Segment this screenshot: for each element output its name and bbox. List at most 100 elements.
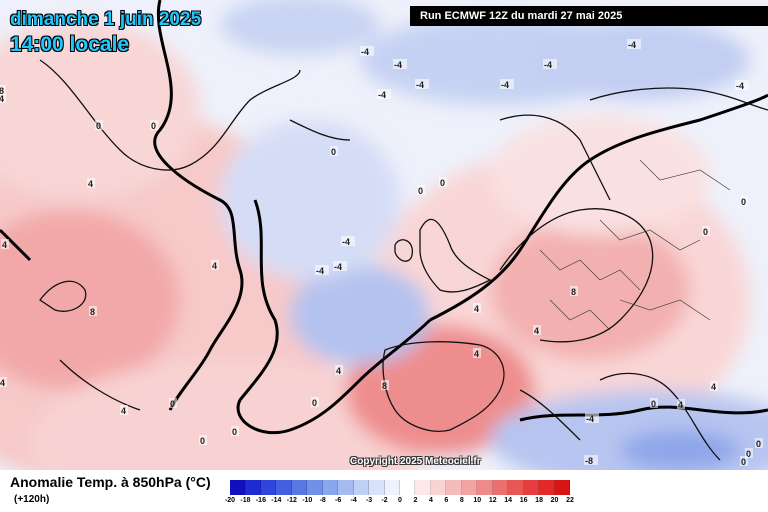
scale-tick-label: -10 (302, 497, 313, 504)
contour-label-bg (650, 398, 658, 408)
color-swatch (415, 480, 431, 495)
contour-label-bg (311, 397, 319, 407)
contour-label: 4 (474, 349, 479, 359)
contour-label: -4 (416, 80, 424, 90)
scale-tick-label: 16 (519, 497, 528, 504)
color-swatch (446, 480, 462, 495)
contour-label-bg (627, 39, 641, 49)
contour-label: 0 (331, 147, 336, 157)
scale-tick-label: 8 (459, 497, 464, 504)
contour-label: -8 (585, 456, 593, 466)
color-swatch (539, 480, 555, 495)
color-swatch (384, 480, 400, 495)
contour-label-bg (0, 93, 6, 103)
scale-tick-label: -3 (365, 497, 373, 504)
contour-label: 0 (151, 121, 156, 131)
scale-tick-label: -14 (271, 497, 282, 504)
color-swatch (230, 480, 246, 495)
contour-label: 0 (703, 227, 708, 237)
color-swatch (260, 480, 277, 495)
scale-tick-label: 10 (473, 497, 482, 504)
contour-label: 0 (418, 186, 423, 196)
contour-label: -4 (316, 266, 324, 276)
color-swatch (523, 480, 540, 495)
borders (539, 159, 731, 331)
contour-label-bg (585, 413, 599, 423)
scale-tick-label: 0 (398, 497, 402, 504)
contour-label: 0 (741, 197, 746, 207)
contour-label-bg (710, 381, 718, 391)
scale-tick-label: -20 (224, 497, 236, 504)
contour-label: 0 (756, 439, 761, 449)
contour-label-bg (702, 226, 710, 236)
color-swatch (245, 480, 261, 495)
contour-label: 4 (2, 240, 7, 250)
contour-label-bg (330, 146, 338, 156)
contour-label-bg (211, 260, 219, 270)
contour-label-bg (500, 79, 514, 89)
scale-tick-label: -6 (335, 497, 342, 504)
scale-tick-label: 14 (504, 497, 513, 504)
contour-label: 0 (170, 399, 175, 409)
contour-label: -4 (361, 47, 369, 57)
contour-label: 8 (571, 287, 576, 297)
contour-label: 4 (88, 179, 93, 189)
scale-tick-label: -12 (286, 497, 297, 504)
coastlines (39, 59, 768, 461)
contour-label: 4 (212, 261, 217, 271)
contour-label-bg (677, 399, 685, 409)
contour-label-bg (740, 456, 748, 466)
contour-label-bg (755, 438, 763, 448)
scale-tick-label: 12 (488, 497, 497, 504)
scale-tick-label: 20 (550, 497, 559, 504)
contour-label: -4 (394, 60, 402, 70)
color-swatch (508, 480, 524, 495)
contour-label-bg (120, 405, 128, 415)
scale-tick-label: -16 (255, 497, 266, 504)
contour-label-bg (0, 377, 7, 387)
contour-label: 8 (90, 307, 95, 317)
scale-tick-label: -2 (381, 497, 388, 504)
contour-label: -4 (544, 60, 552, 70)
scale-tick-label: 6 (444, 497, 449, 504)
contour-label: 0 (746, 449, 751, 459)
contour-label-bg (740, 196, 748, 206)
contour-label-bg (169, 398, 177, 408)
color-swatch (399, 480, 416, 495)
contour-label-bg (543, 59, 557, 69)
contour-label-bg (89, 306, 97, 316)
contour-label: -4 (586, 414, 594, 424)
legend-title: Anomalie Temp. à 850hPa (°C) (10, 474, 211, 490)
contour-label: 0 (741, 457, 746, 467)
color-swatch (353, 480, 370, 495)
legend-subtitle: (+120h) (14, 494, 50, 505)
contour-label: 8 (382, 381, 387, 391)
scale-tick-label: 22 (566, 497, 574, 504)
contour-label-bg (341, 236, 355, 246)
contour-label: 4 (534, 326, 539, 336)
contour-label: 4 (678, 400, 683, 410)
contour-label: -4 (501, 80, 509, 90)
contour-label-bg (417, 185, 425, 195)
scale-tick-label: -4 (350, 497, 357, 504)
contour-label: 4 (474, 304, 479, 314)
contour-label: 4 (121, 406, 126, 416)
contour-label-bg (570, 286, 578, 296)
contour-label-bg (0, 85, 6, 95)
contour-label-bg (333, 261, 347, 271)
contour-label: 4 (0, 94, 4, 104)
color-scale-ticks: -20 -18 -16 -14 -12 -10 -8 -6 -4 -3 -2 0 2 4 6 8 10 12 14 1… (225, 495, 574, 507)
contour-label-bg (473, 303, 481, 313)
contour-label: 0 (440, 178, 445, 188)
color-swatch (307, 480, 323, 495)
contour-label-bg (381, 380, 389, 390)
contour-label-bg (735, 80, 749, 90)
anomaly-map: 4 8 0 0 4 -4 -4 -4 -4 -4 -4 -4 -4 0 0 0 0 4 4 -4 -4 -4 8 4 8 4 8 4 0… (0, 0, 768, 470)
contour-label: 4 (711, 382, 716, 392)
scale-tick-label: 18 (535, 497, 543, 504)
contour-label-bg (584, 455, 598, 465)
contour-label: -4 (342, 237, 350, 247)
forecast-time: 14:00 locale (10, 33, 130, 56)
